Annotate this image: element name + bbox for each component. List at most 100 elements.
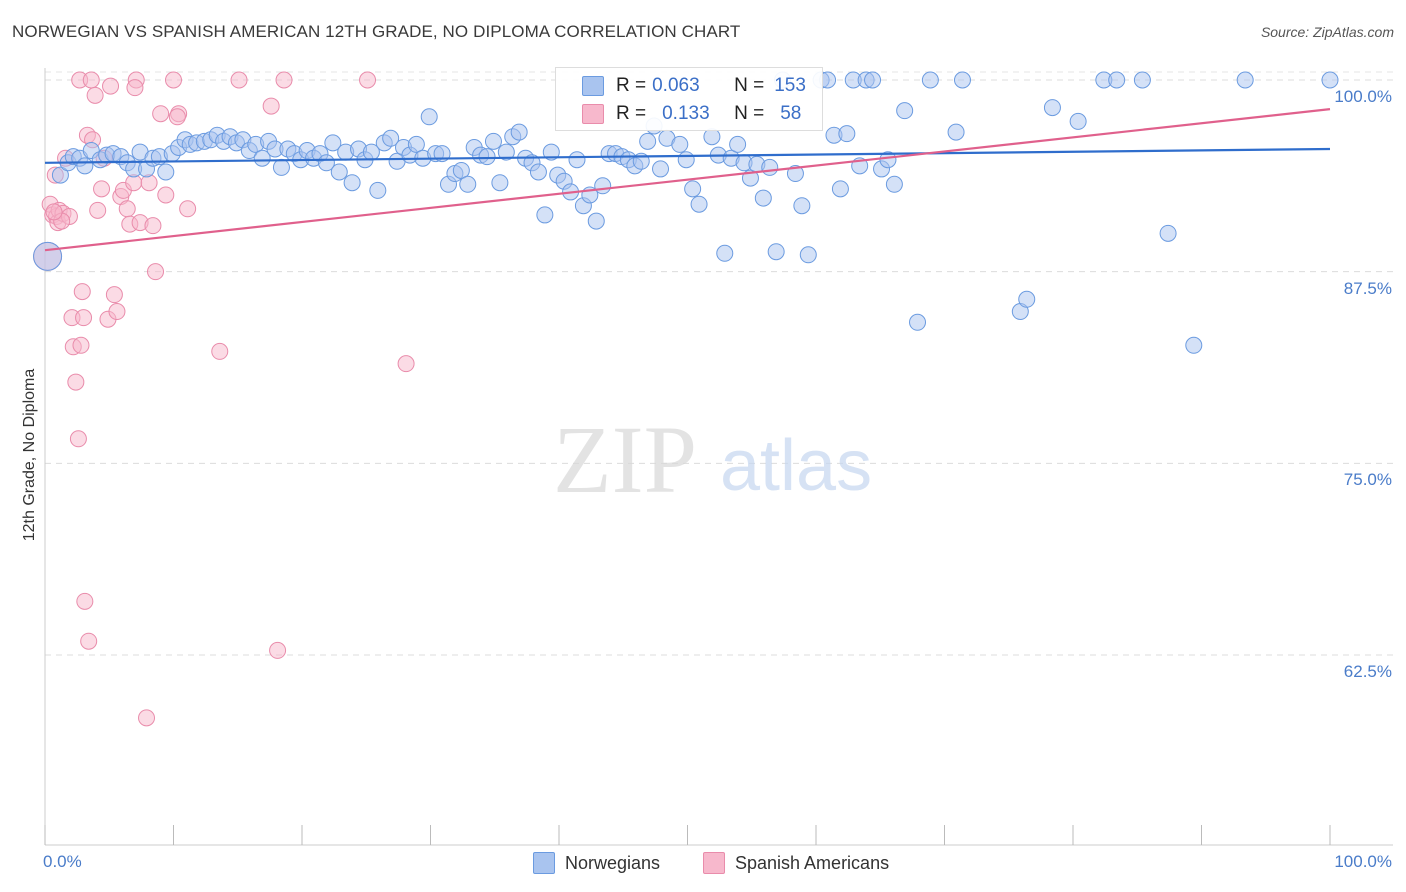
norwegians-trendline [44, 147, 1331, 164]
n-value-norwegians: 153 [774, 75, 806, 96]
series-norwegians [33, 71, 1339, 354]
spanish-american-point [69, 430, 87, 448]
n-label: N = [734, 75, 765, 96]
spanish-american-point [118, 200, 136, 218]
spanish-american-point [126, 79, 144, 97]
norwegians-swatch [582, 76, 604, 96]
spanish-american-point [72, 336, 90, 354]
spanish-american-point [73, 283, 91, 301]
norwegian-point [786, 165, 804, 183]
norwegian-point [587, 212, 605, 230]
spanish-american-point [269, 641, 287, 659]
spanish-american-point [397, 355, 415, 373]
n-value-spanish: 58 [780, 103, 802, 124]
norwegian-point [1321, 71, 1339, 89]
spanish-american-point [76, 592, 94, 610]
norwegian-point [677, 151, 695, 169]
spanish-american-point [147, 263, 165, 281]
spanish-american-point [140, 174, 158, 192]
spanish-american-point [168, 108, 186, 126]
watermark-atlas: atlas [720, 426, 872, 506]
legend-item-spanish-americans[interactable]: Spanish Americans [703, 852, 889, 874]
spanish-american-point [138, 709, 156, 727]
norwegian-point [594, 177, 612, 195]
norwegian-point [831, 180, 849, 198]
norwegian-point [324, 134, 342, 152]
norwegian-point [793, 197, 811, 215]
norwegian-point [864, 71, 882, 89]
norwegian-point [690, 195, 708, 213]
norwegian-point [369, 181, 387, 199]
norwegian-point [1236, 71, 1254, 89]
norwegian-point [330, 163, 348, 181]
y-axis-title: 12th Grade, No Diploma [21, 368, 38, 542]
trendlines [44, 108, 1331, 252]
norwegian-point [157, 163, 175, 181]
norwegian-point [921, 71, 939, 89]
norwegian-point [478, 148, 496, 166]
norwegian-point [953, 71, 971, 89]
norwegian-point [33, 241, 63, 271]
norwegian-point [452, 161, 470, 179]
norwegian-point [1133, 71, 1151, 89]
y-tick-label: 75.0% [1343, 470, 1392, 490]
norwegian-point [639, 132, 657, 150]
spanish-american-point [75, 309, 93, 327]
source-attribution: Source: ZipAtlas.com [1260, 24, 1394, 40]
r-value-spanish: 0.133 [662, 103, 710, 124]
norwegian-point [761, 158, 779, 176]
norwegian-point [529, 163, 547, 181]
legend-swatch-norwegians [533, 852, 555, 874]
y-tick-label: 62.5% [1343, 662, 1392, 681]
norwegian-point [1108, 71, 1126, 89]
spanish-american-point [67, 373, 85, 391]
spanish-american-point [82, 71, 100, 89]
norwegian-point [568, 151, 586, 169]
norwegian-point [51, 166, 69, 184]
norwegian-point [420, 108, 438, 126]
norwegian-point [729, 135, 747, 153]
axes [44, 68, 1393, 846]
spanish-american-point [262, 97, 280, 115]
norwegian-point [684, 180, 702, 198]
spanish-american-point [359, 71, 377, 89]
spanish-swatch [582, 104, 604, 124]
spanish-american-point [230, 71, 248, 89]
norwegian-point [838, 125, 856, 143]
norwegian-point [510, 123, 528, 141]
y-tick-label: 87.5% [1343, 278, 1392, 298]
norwegian-point [909, 313, 927, 331]
spanish-american-point [105, 286, 123, 304]
norwegian-point [542, 143, 560, 161]
norwegian-point [491, 174, 509, 192]
norwegian-point [652, 160, 670, 178]
spanish-american-point [144, 217, 162, 235]
stats-row-norwegians: R = 0.063 N = 153 [556, 73, 806, 99]
norwegian-point [253, 149, 271, 167]
norwegian-point [484, 132, 502, 150]
norwegian-point [76, 157, 94, 175]
legend-swatch-spanish [703, 852, 725, 874]
spanish-american-point [80, 632, 98, 650]
norwegian-point [343, 174, 361, 192]
legend-item-norwegians[interactable]: Norwegians [533, 852, 660, 874]
norwegian-point [459, 175, 477, 193]
norwegian-point [1018, 290, 1036, 308]
spanish-american-point [179, 200, 197, 218]
norwegian-point [272, 158, 290, 176]
r-label: R = [616, 75, 647, 96]
spanish-american-point [157, 186, 175, 204]
x-tick-label-max: 100.0% [1334, 852, 1392, 871]
norwegian-point [947, 123, 965, 141]
norwegian-point [497, 143, 515, 161]
y-tick-label: 100.0% [1334, 87, 1392, 106]
norwegian-point [1069, 112, 1087, 130]
norwegian-point [703, 128, 721, 146]
spanish-american-point [89, 201, 107, 219]
legend-label-spanish: Spanish Americans [735, 852, 890, 873]
norwegian-point [885, 175, 903, 193]
spanish-american-point [152, 105, 170, 123]
norwegian-point [382, 129, 400, 147]
spanish-american-point [165, 71, 182, 89]
